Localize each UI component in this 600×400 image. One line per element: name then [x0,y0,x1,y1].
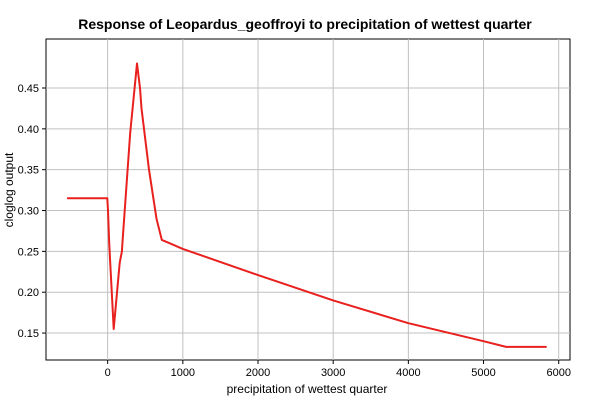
chart-title: Response of Leopardus_geoffroyi to preci… [78,16,532,32]
x-tick-label: 6000 [546,367,570,379]
y-tick-label: 0.30 [18,206,39,218]
x-axis-label: precipitation of wettest quarter [227,382,388,396]
y-tick-label: 0.25 [18,246,39,258]
x-tick-label: 5000 [471,367,495,379]
y-tick-label: 0.40 [18,124,39,136]
y-axis-label: cloglog output [2,152,16,227]
x-tick-label: 4000 [396,367,420,379]
x-tick-label: 0 [105,367,111,379]
x-tick-label: 1000 [171,367,195,379]
y-tick-label: 0.45 [18,83,39,95]
y-tick-label: 0.35 [18,165,39,177]
axis-ticks: 0 1000 2000 3000 4000 5000 6000 0.15 0.20 0.25 0.3… [18,83,571,379]
x-tick-label: 2000 [246,367,270,379]
y-tick-label: 0.20 [18,287,39,299]
series-layer [66,62,547,348]
y-tick-label: 0.15 [18,328,39,340]
response-curve-line [66,62,547,348]
x-tick-label: 3000 [321,367,345,379]
